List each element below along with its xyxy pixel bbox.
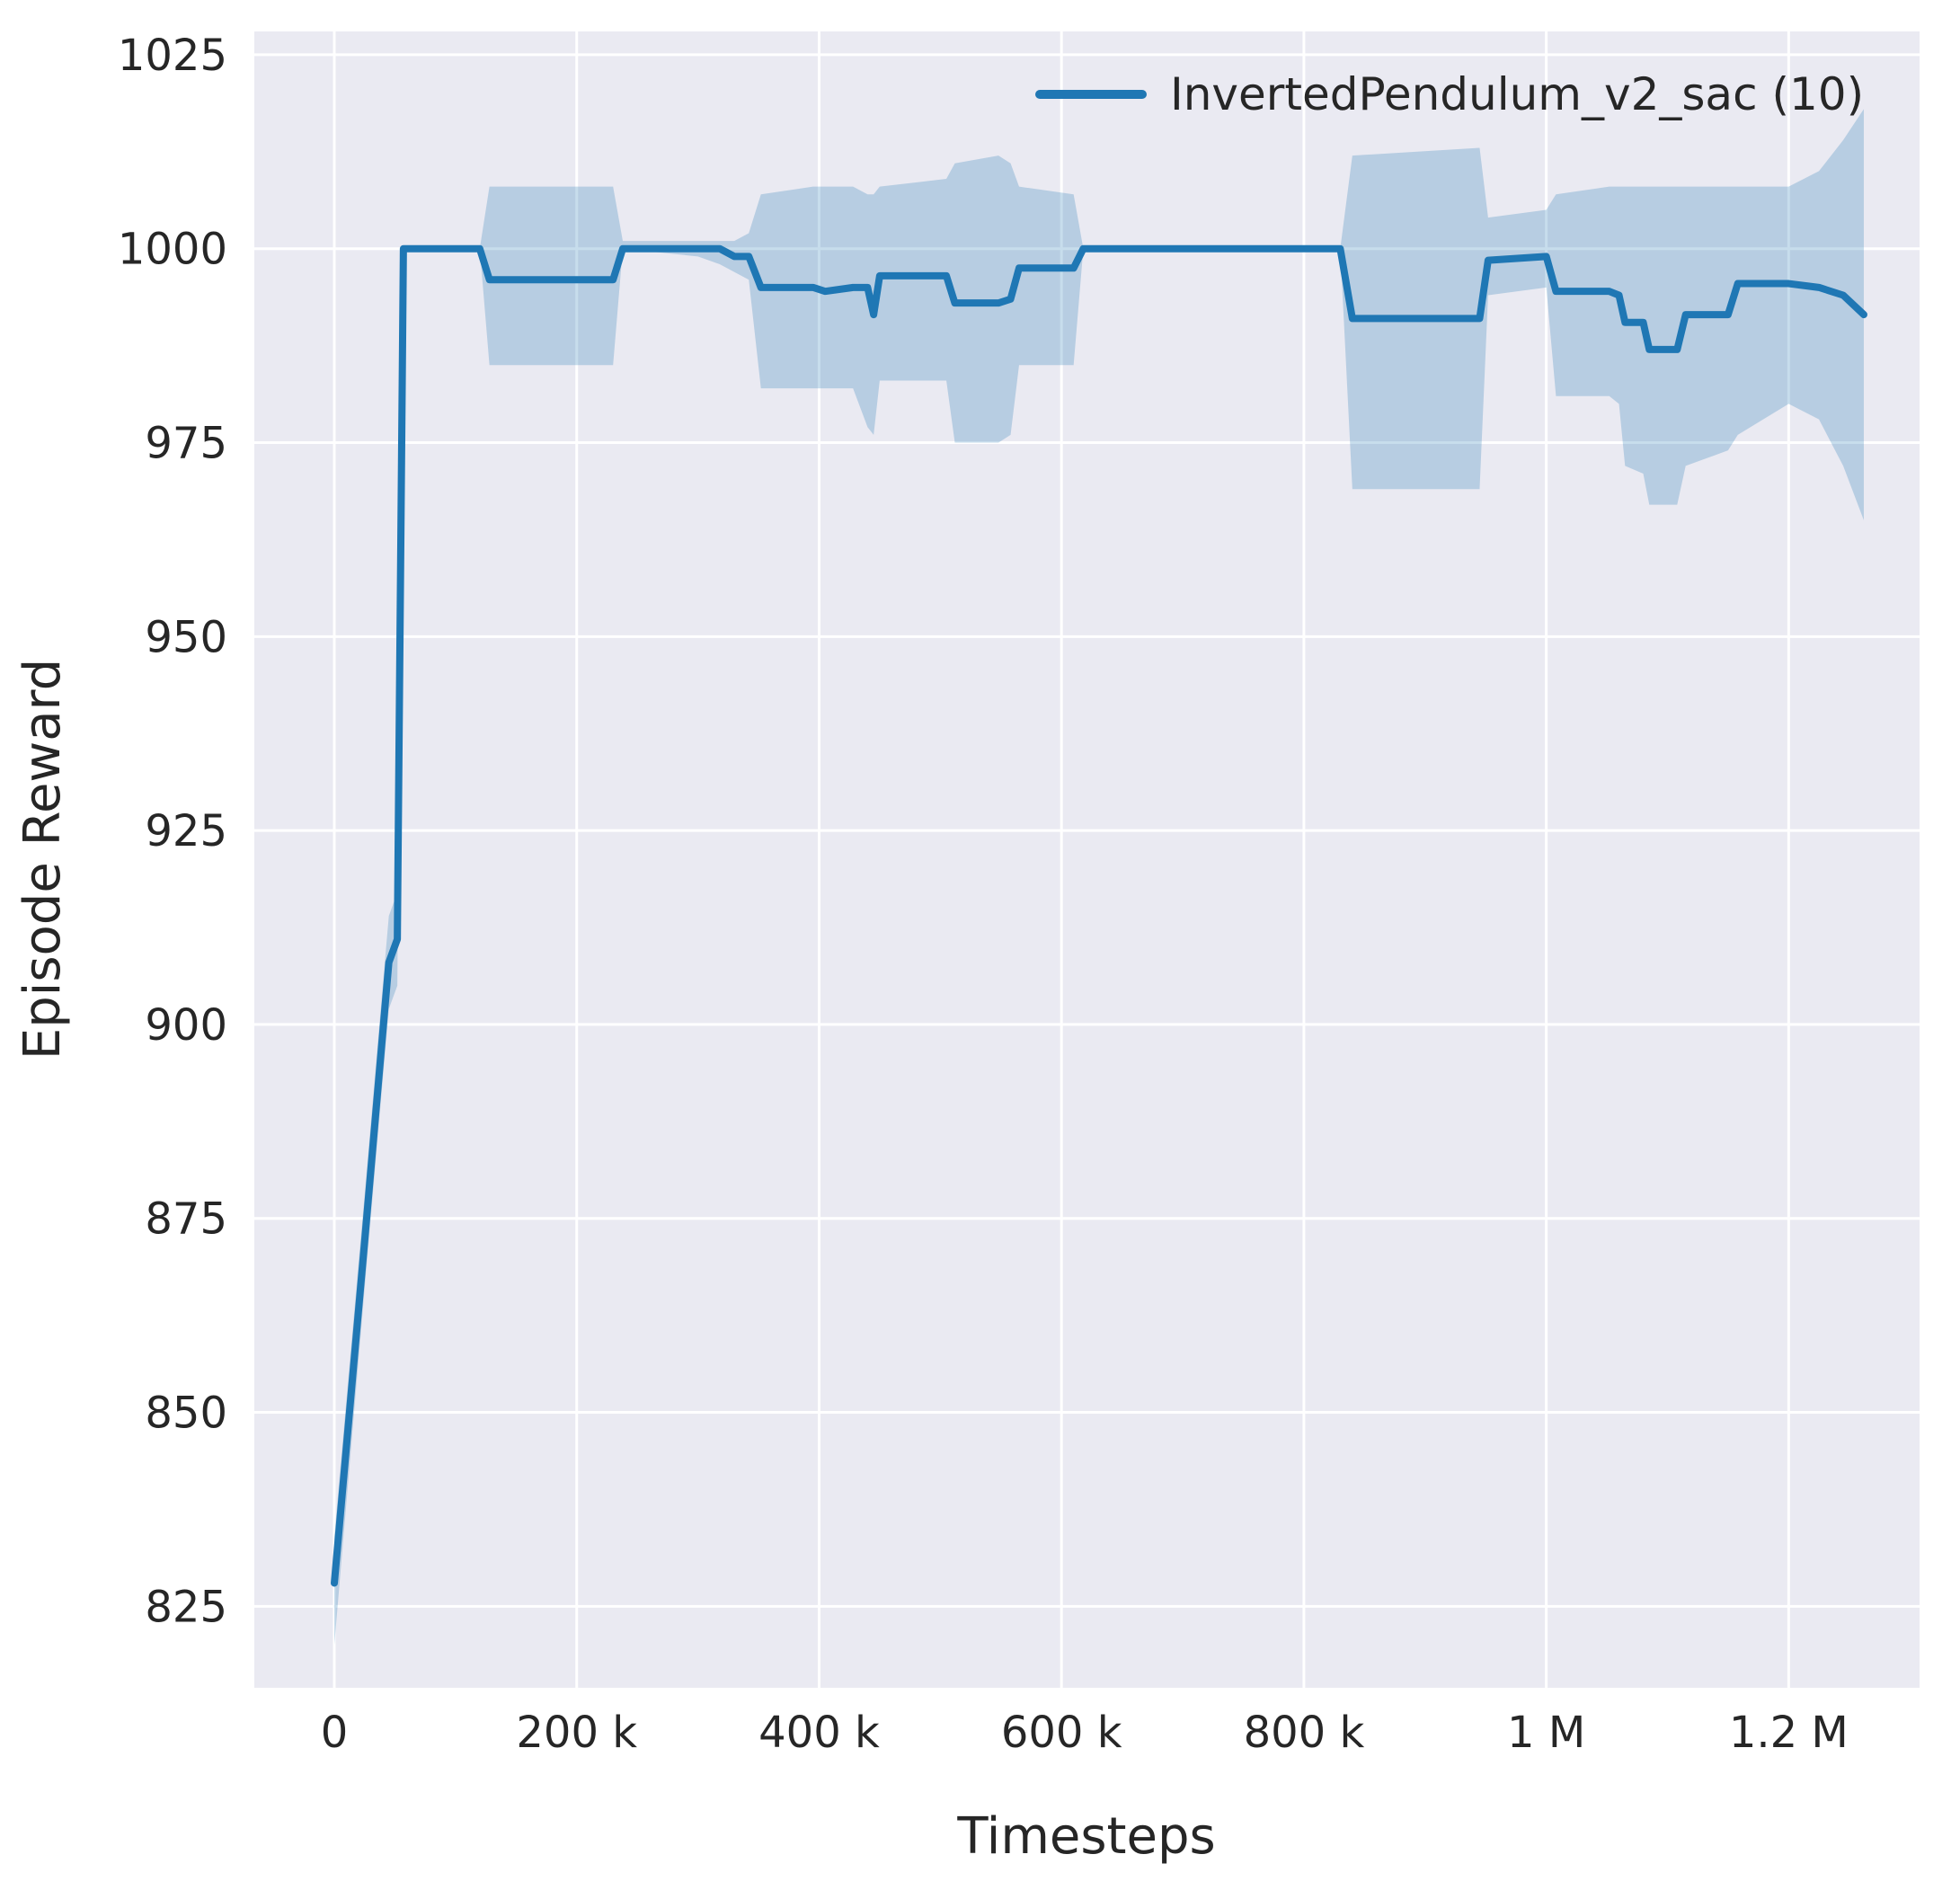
- x-tick-label: 1.2 M: [1729, 1708, 1849, 1758]
- y-tick-label: 950: [145, 612, 227, 662]
- y-axis-label: Episode Reward: [13, 659, 72, 1060]
- y-tick-label: 875: [145, 1194, 227, 1245]
- x-tick-label: 0: [321, 1708, 349, 1758]
- y-tick-label: 1025: [118, 31, 227, 81]
- x-tick-label: 200 k: [516, 1708, 637, 1758]
- legend-line-sample: [1035, 90, 1147, 99]
- y-tick-label: 900: [145, 1000, 227, 1051]
- y-tick-label: 850: [145, 1389, 227, 1439]
- mean-line: [331, 244, 1867, 1587]
- x-tick-label: 400 k: [758, 1708, 880, 1758]
- x-axis-label: Timesteps: [956, 1807, 1215, 1866]
- x-tick-label: 1 M: [1507, 1708, 1585, 1758]
- y-tick-label: 925: [145, 806, 227, 856]
- x-tick-label: 600 k: [1001, 1708, 1122, 1758]
- y-tick-label: 975: [145, 419, 227, 469]
- legend-label: InvertedPendulum_v2_sac (10): [1170, 68, 1865, 120]
- plot-dynamic-layer: 0 200 k 400 k 600 k 800 k 1 M 1.2 M 825 850 875 90…: [118, 31, 1920, 1758]
- x-tick-label: 800 k: [1244, 1708, 1365, 1758]
- legend: InvertedPendulum_v2_sac (10): [1035, 68, 1864, 120]
- y-tick-label: 825: [145, 1582, 227, 1632]
- y-tick-label: 1000: [118, 225, 227, 275]
